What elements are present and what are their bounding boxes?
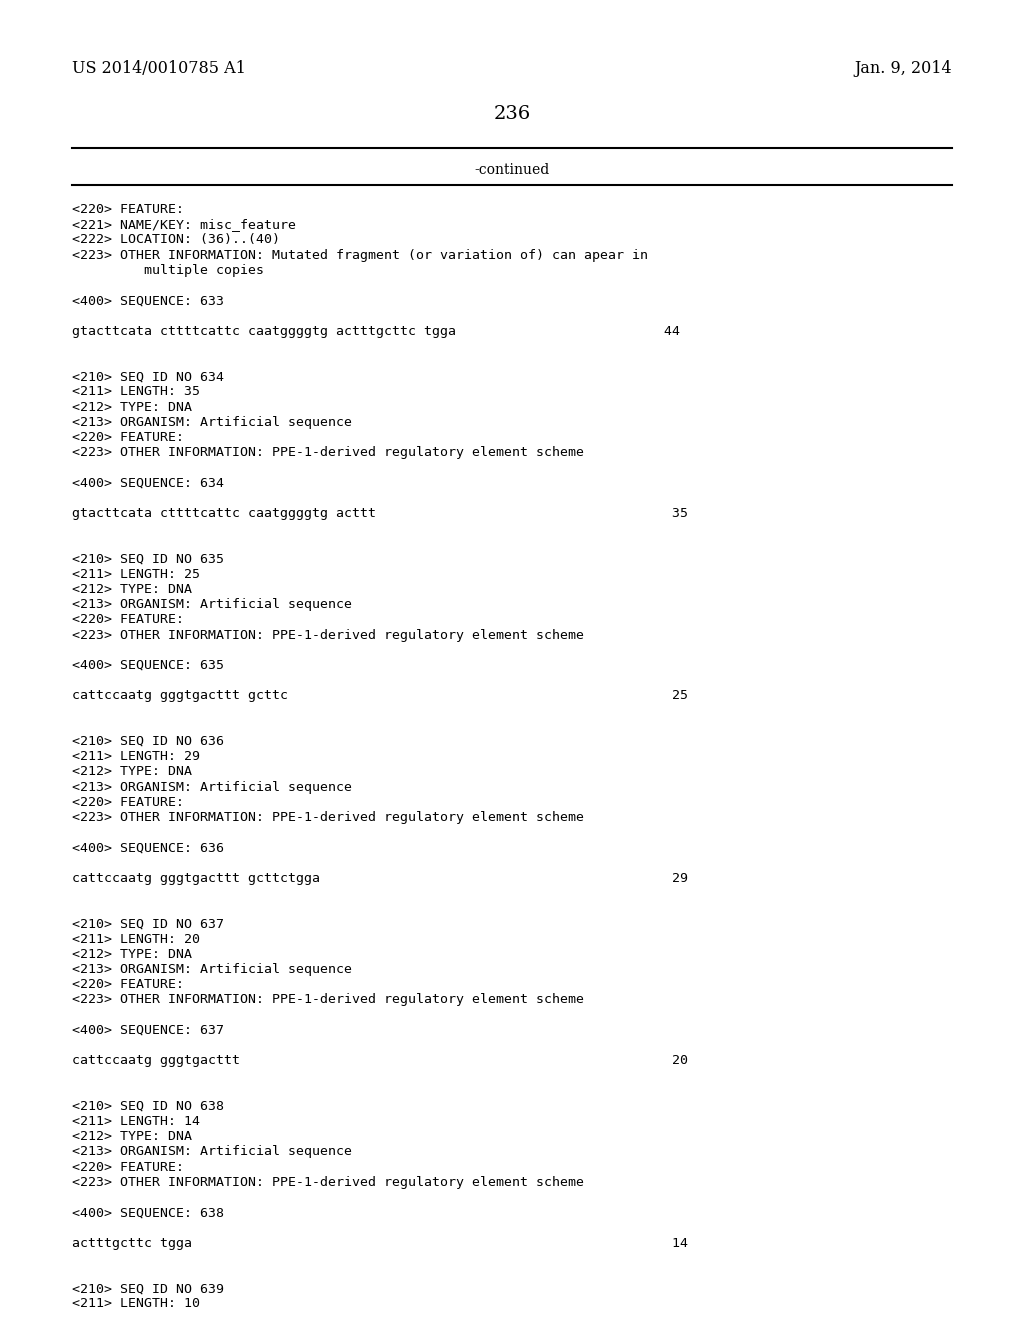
Text: <223> OTHER INFORMATION: PPE-1-derived regulatory element scheme: <223> OTHER INFORMATION: PPE-1-derived r…	[72, 810, 584, 824]
Text: <212> TYPE: DNA: <212> TYPE: DNA	[72, 400, 193, 413]
Text: 236: 236	[494, 106, 530, 123]
Text: <213> ORGANISM: Artificial sequence: <213> ORGANISM: Artificial sequence	[72, 598, 352, 611]
Text: <220> FEATURE:: <220> FEATURE:	[72, 614, 184, 627]
Text: <400> SEQUENCE: 633: <400> SEQUENCE: 633	[72, 294, 224, 308]
Text: <400> SEQUENCE: 637: <400> SEQUENCE: 637	[72, 1024, 224, 1036]
Text: <210> SEQ ID NO 635: <210> SEQ ID NO 635	[72, 553, 224, 565]
Text: <213> ORGANISM: Artificial sequence: <213> ORGANISM: Artificial sequence	[72, 416, 352, 429]
Text: <211> LENGTH: 25: <211> LENGTH: 25	[72, 568, 200, 581]
Text: US 2014/0010785 A1: US 2014/0010785 A1	[72, 59, 246, 77]
Text: multiple copies: multiple copies	[72, 264, 264, 277]
Text: <211> LENGTH: 35: <211> LENGTH: 35	[72, 385, 200, 399]
Text: <220> FEATURE:: <220> FEATURE:	[72, 1160, 184, 1173]
Text: cattccaatg gggtgacttt                                                      20: cattccaatg gggtgacttt 20	[72, 1055, 688, 1067]
Text: <210> SEQ ID NO 639: <210> SEQ ID NO 639	[72, 1282, 224, 1295]
Text: <220> FEATURE:: <220> FEATURE:	[72, 432, 184, 444]
Text: <211> LENGTH: 10: <211> LENGTH: 10	[72, 1298, 200, 1311]
Text: <223> OTHER INFORMATION: PPE-1-derived regulatory element scheme: <223> OTHER INFORMATION: PPE-1-derived r…	[72, 1176, 584, 1189]
Text: gtacttcata cttttcattc caatggggtg actttgcttc tgga                          44: gtacttcata cttttcattc caatggggtg actttgc…	[72, 325, 680, 338]
Text: <221> NAME/KEY: misc_feature: <221> NAME/KEY: misc_feature	[72, 218, 296, 231]
Text: <223> OTHER INFORMATION: PPE-1-derived regulatory element scheme: <223> OTHER INFORMATION: PPE-1-derived r…	[72, 994, 584, 1006]
Text: <210> SEQ ID NO 638: <210> SEQ ID NO 638	[72, 1100, 224, 1113]
Text: <220> FEATURE:: <220> FEATURE:	[72, 796, 184, 809]
Text: <222> LOCATION: (36)..(40): <222> LOCATION: (36)..(40)	[72, 234, 280, 247]
Text: <212> TYPE: DNA: <212> TYPE: DNA	[72, 1130, 193, 1143]
Text: cattccaatg gggtgacttt gcttctgga                                            29: cattccaatg gggtgacttt gcttctgga 29	[72, 871, 688, 884]
Text: <213> ORGANISM: Artificial sequence: <213> ORGANISM: Artificial sequence	[72, 964, 352, 975]
Text: <220> FEATURE:: <220> FEATURE:	[72, 978, 184, 991]
Text: <211> LENGTH: 29: <211> LENGTH: 29	[72, 750, 200, 763]
Text: actttgcttc tgga                                                            14: actttgcttc tgga 14	[72, 1237, 688, 1250]
Text: <400> SEQUENCE: 635: <400> SEQUENCE: 635	[72, 659, 224, 672]
Text: <220> FEATURE:: <220> FEATURE:	[72, 203, 184, 216]
Text: <223> OTHER INFORMATION: PPE-1-derived regulatory element scheme: <223> OTHER INFORMATION: PPE-1-derived r…	[72, 628, 584, 642]
Text: <212> TYPE: DNA: <212> TYPE: DNA	[72, 583, 193, 597]
Text: <213> ORGANISM: Artificial sequence: <213> ORGANISM: Artificial sequence	[72, 1146, 352, 1159]
Text: <400> SEQUENCE: 636: <400> SEQUENCE: 636	[72, 841, 224, 854]
Text: <211> LENGTH: 20: <211> LENGTH: 20	[72, 933, 200, 945]
Text: <400> SEQUENCE: 638: <400> SEQUENCE: 638	[72, 1206, 224, 1220]
Text: Jan. 9, 2014: Jan. 9, 2014	[854, 59, 952, 77]
Text: <400> SEQUENCE: 634: <400> SEQUENCE: 634	[72, 477, 224, 490]
Text: gtacttcata cttttcattc caatggggtg acttt                                     35: gtacttcata cttttcattc caatggggtg acttt 3…	[72, 507, 688, 520]
Text: <212> TYPE: DNA: <212> TYPE: DNA	[72, 948, 193, 961]
Text: <223> OTHER INFORMATION: Mutated fragment (or variation of) can apear in: <223> OTHER INFORMATION: Mutated fragmen…	[72, 248, 648, 261]
Text: -continued: -continued	[474, 162, 550, 177]
Text: <210> SEQ ID NO 634: <210> SEQ ID NO 634	[72, 370, 224, 383]
Text: cattccaatg gggtgacttt gcttc                                                25: cattccaatg gggtgacttt gcttc 25	[72, 689, 688, 702]
Text: <223> OTHER INFORMATION: PPE-1-derived regulatory element scheme: <223> OTHER INFORMATION: PPE-1-derived r…	[72, 446, 584, 459]
Text: <210> SEQ ID NO 637: <210> SEQ ID NO 637	[72, 917, 224, 931]
Text: <210> SEQ ID NO 636: <210> SEQ ID NO 636	[72, 735, 224, 748]
Text: <213> ORGANISM: Artificial sequence: <213> ORGANISM: Artificial sequence	[72, 780, 352, 793]
Text: <211> LENGTH: 14: <211> LENGTH: 14	[72, 1115, 200, 1129]
Text: <212> TYPE: DNA: <212> TYPE: DNA	[72, 766, 193, 779]
